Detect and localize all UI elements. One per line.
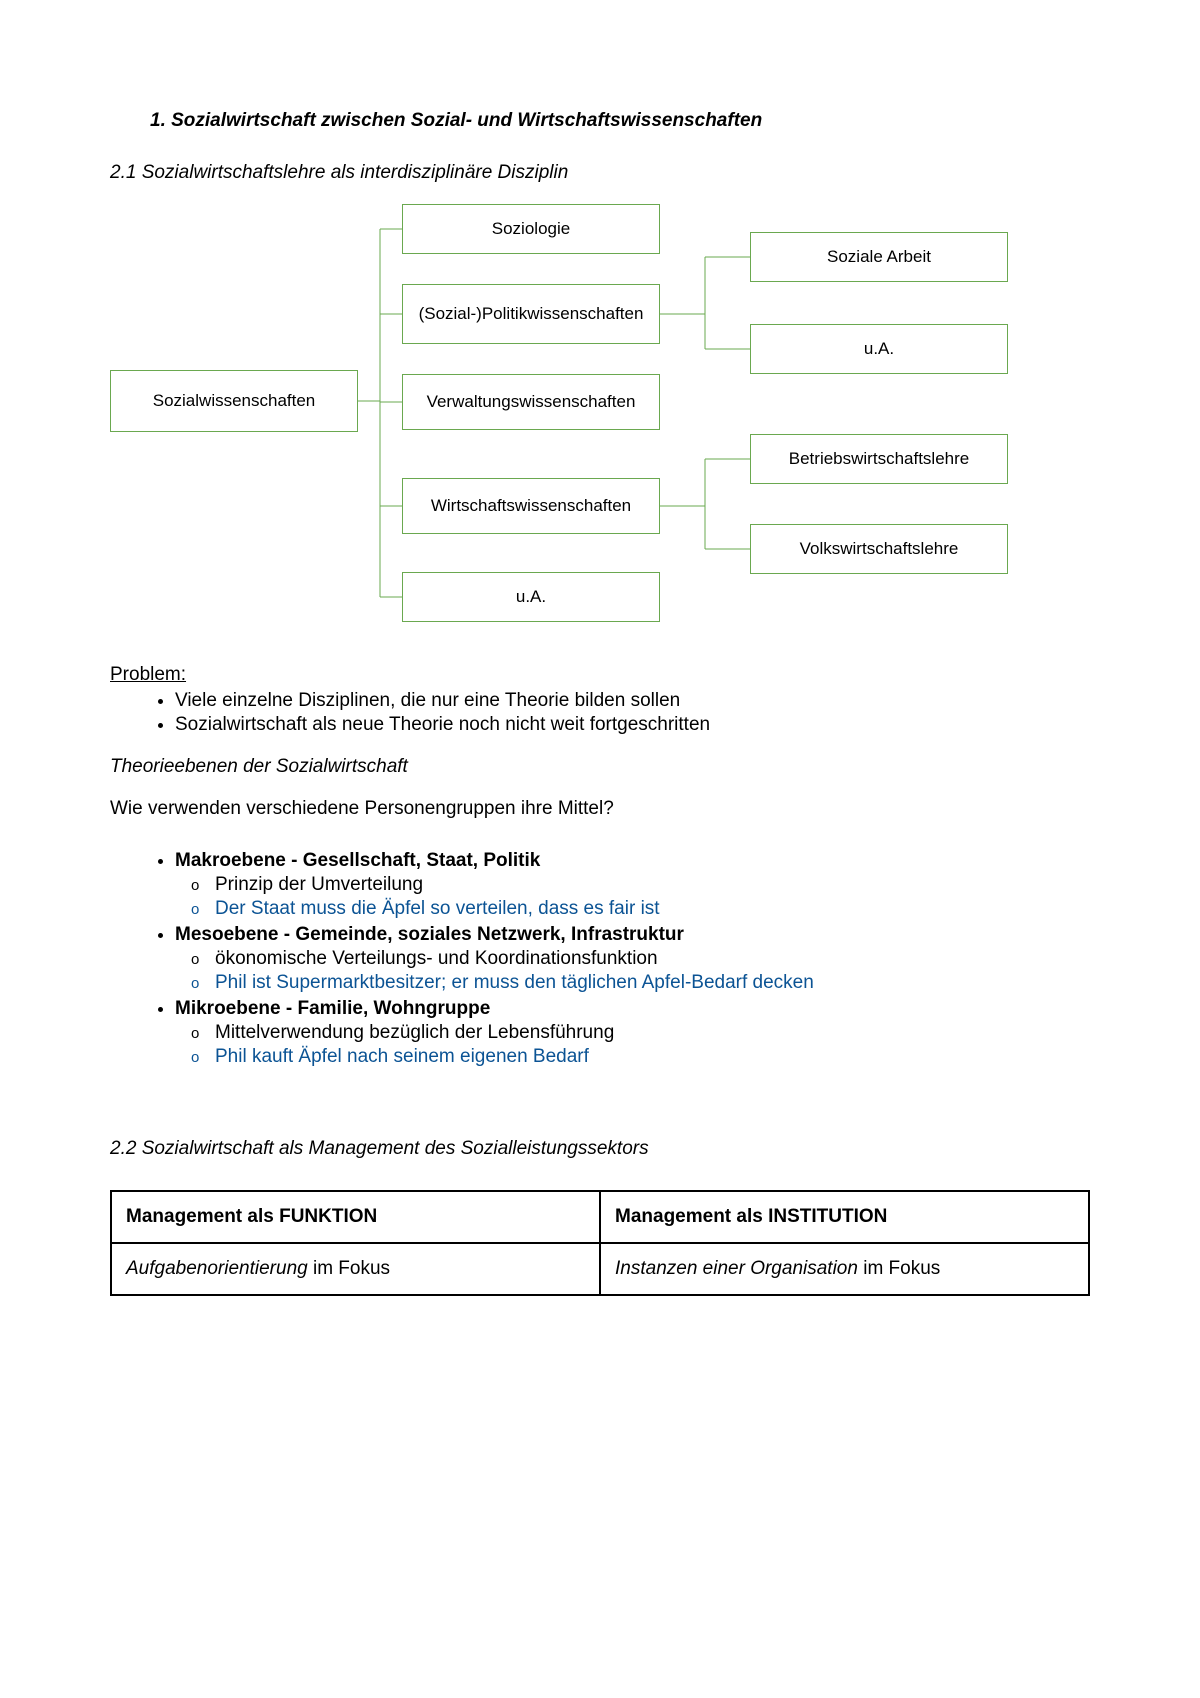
level-title: Mikroebene - Familie, Wohngruppe <box>175 998 490 1019</box>
table-row: Aufgabenorientierung im Fokus Instanzen … <box>111 1243 1089 1295</box>
level-title: Mesoebene - Gemeinde, soziales Netzwerk,… <box>175 924 684 945</box>
level-title: Makroebene - Gesellschaft, Staat, Politi… <box>175 850 540 871</box>
level-subitem: Prinzip der Umverteilung <box>215 874 1090 896</box>
level-sublist: ökonomische Verteilungs- und Koordinatio… <box>175 948 1090 994</box>
heading-1: 1. Sozialwirtschaft zwischen Sozial- und… <box>150 110 1090 132</box>
theory-levels-heading: Theorieebenen der Sozialwirtschaft <box>110 756 1090 778</box>
problem-label: Problem: <box>110 664 1090 686</box>
level-sublist: Prinzip der Umverteilung Der Staat muss … <box>175 874 1090 920</box>
table-header-funktion: Management als FUNKTION <box>111 1191 600 1243</box>
cell-rest: im Fokus <box>308 1258 390 1279</box>
level-mikro: Mikroebene - Familie, Wohngruppe Mittelv… <box>175 998 1090 1068</box>
question-text: Wie verwenden verschiedene Personengrupp… <box>110 798 1090 820</box>
level-subitem: Mittelverwendung bezüglich der Lebensfüh… <box>215 1022 1090 1044</box>
level-meso: Mesoebene - Gemeinde, soziales Netzwerk,… <box>175 924 1090 994</box>
table-header-institution: Management als INSTITUTION <box>600 1191 1089 1243</box>
discipline-tree-diagram: Sozialwissenschaften Soziologie (Sozial-… <box>110 204 1070 634</box>
problem-list: Viele einzelne Disziplinen, die nur eine… <box>110 690 1090 736</box>
level-subitem: ökonomische Verteilungs- und Koordinatio… <box>215 948 1090 970</box>
node-politik: (Sozial-)Politikwissenschaften <box>402 284 660 344</box>
levels-list: Makroebene - Gesellschaft, Staat, Politi… <box>110 850 1090 1068</box>
table-cell-right: Instanzen einer Organisation im Fokus <box>600 1243 1089 1295</box>
section-2-2-title: 2.2 Sozialwirtschaft als Management des … <box>110 1138 1090 1160</box>
table-cell-left: Aufgabenorientierung im Fokus <box>111 1243 600 1295</box>
document-page: 1. Sozialwirtschaft zwischen Sozial- und… <box>0 0 1200 1396</box>
node-soziologie: Soziologie <box>402 204 660 254</box>
management-table: Management als FUNKTION Management als I… <box>110 1190 1090 1296</box>
node-ua-mid: u.A. <box>402 572 660 622</box>
cell-em: Aufgabenorientierung <box>126 1258 308 1279</box>
table-header-row: Management als FUNKTION Management als I… <box>111 1191 1089 1243</box>
level-subitem: Phil ist Supermarktbesitzer; er muss den… <box>215 972 1090 994</box>
problem-item: Sozialwirtschaft als neue Theorie noch n… <box>175 714 1090 736</box>
node-verwaltung: Verwaltungswissenschaften <box>402 374 660 430</box>
node-vwl: Volkswirtschaftslehre <box>750 524 1008 574</box>
cell-em: Instanzen einer Organisation <box>615 1258 858 1279</box>
level-makro: Makroebene - Gesellschaft, Staat, Politi… <box>175 850 1090 920</box>
node-soziale-arbeit: Soziale Arbeit <box>750 232 1008 282</box>
level-sublist: Mittelverwendung bezüglich der Lebensfüh… <box>175 1022 1090 1068</box>
node-bwl: Betriebswirtschaftslehre <box>750 434 1008 484</box>
node-ua-right: u.A. <box>750 324 1008 374</box>
node-root: Sozialwissenschaften <box>110 370 358 432</box>
node-wirtschaft: Wirtschaftswissenschaften <box>402 478 660 534</box>
cell-rest: im Fokus <box>858 1258 940 1279</box>
level-subitem: Der Staat muss die Äpfel so verteilen, d… <box>215 898 1090 920</box>
level-subitem: Phil kauft Äpfel nach seinem eigenen Bed… <box>215 1046 1090 1068</box>
section-2-1-title: 2.1 Sozialwirtschaftslehre als interdisz… <box>110 162 1090 184</box>
problem-item: Viele einzelne Disziplinen, die nur eine… <box>175 690 1090 712</box>
